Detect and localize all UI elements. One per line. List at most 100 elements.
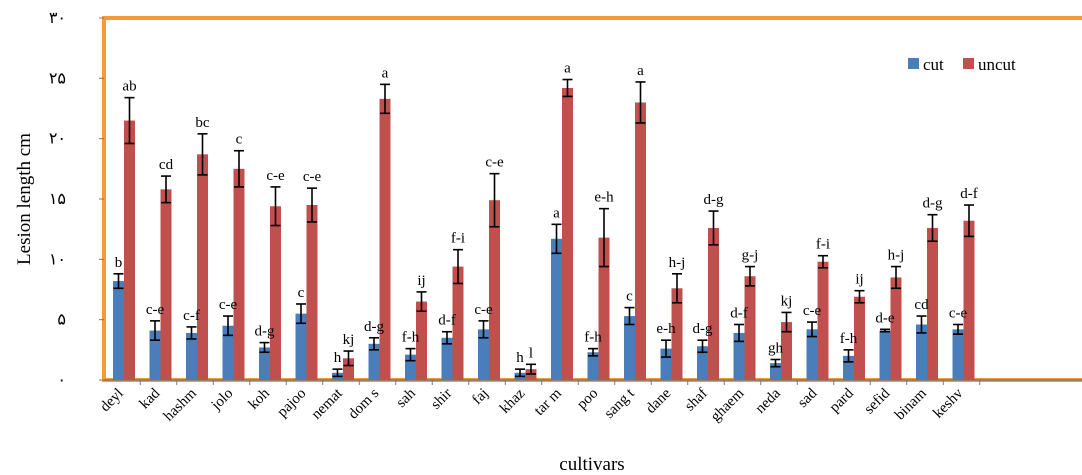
error-bars <box>113 78 974 378</box>
bar-uncut-dane <box>671 288 683 380</box>
bar-uncut-pajoo <box>306 205 318 380</box>
bar-uncut-binam <box>927 227 938 380</box>
significance-label: e-h <box>594 190 614 206</box>
significance-label: c-e <box>303 169 322 185</box>
category-label: pajoo <box>274 386 309 421</box>
significance-label: f-i <box>451 231 465 247</box>
significance-label: d-g <box>923 196 943 212</box>
category-label: koh <box>246 385 274 413</box>
category-label: poo <box>574 386 601 413</box>
bar-cut-poo <box>587 352 599 380</box>
bar-cut-koh <box>259 347 270 380</box>
bar-cut-sah <box>405 354 416 380</box>
legend-label-cut: cut <box>923 55 944 74</box>
plot-area <box>102 16 1082 382</box>
significance-label: c-f <box>183 308 200 324</box>
significance-label: h <box>516 350 524 366</box>
y-tick-label: ٠ <box>57 372 66 389</box>
significance-label: h-j <box>888 248 905 264</box>
category-label: jolo <box>208 386 237 415</box>
significance-label: a <box>382 65 389 81</box>
legend-label-uncut: uncut <box>978 55 1016 74</box>
category-label: sad <box>795 385 821 411</box>
category-label: hashm <box>161 385 200 424</box>
bar-cut-deyl <box>113 281 124 380</box>
significance-label: c <box>298 285 305 301</box>
category-label: shaf <box>682 386 711 415</box>
x-axis <box>139 380 981 385</box>
significance-label: c <box>236 132 243 148</box>
significance-label: c-e <box>485 155 504 171</box>
y-axis-title: Lesion length cm <box>14 133 35 265</box>
significance-label: g-j <box>742 248 759 264</box>
bar-uncut-deyl <box>124 120 135 381</box>
significance-label: h-j <box>669 255 686 271</box>
significance-label: a <box>637 63 644 79</box>
significance-labels: babc-ecdc-fbcc-ecd-gc-ecc-ehkjd-gaf-hijd… <box>115 61 978 367</box>
bar-uncut-sefid <box>890 277 902 380</box>
category-label: tar m <box>531 385 565 419</box>
significance-label: ij <box>855 272 863 288</box>
bar-cut-dane <box>660 348 672 380</box>
significance-label: d-g <box>693 321 713 337</box>
significance-label: b <box>115 255 123 271</box>
bar-uncut-jolo <box>233 168 245 380</box>
significance-label: d-e <box>875 310 894 326</box>
significance-label: a <box>553 205 560 221</box>
legend-swatch-uncut <box>963 58 974 69</box>
category-label: deyl <box>97 386 127 416</box>
category-label: faj <box>469 386 492 409</box>
bar-uncut-nemat <box>343 358 354 380</box>
bar-uncut-poo <box>598 237 610 380</box>
bar-cut-binam <box>916 324 927 380</box>
y-tick-label: ۵ <box>57 312 66 329</box>
bar-cut-dom-s <box>368 343 380 380</box>
significance-label: c-e <box>474 302 493 318</box>
significance-label: f-i <box>816 237 830 253</box>
bar-cut-sad <box>806 329 818 380</box>
bar-cut-neda <box>770 363 781 380</box>
significance-label: d-g <box>364 319 384 335</box>
bar-uncut-sah <box>416 301 427 380</box>
category-label: sang t <box>601 385 638 422</box>
significance-label: a <box>564 61 571 77</box>
category-label: sefid <box>861 385 893 417</box>
significance-label: f-h <box>840 331 858 347</box>
bar-uncut-ghaem <box>744 276 756 380</box>
significance-label: d-f <box>438 313 456 329</box>
bars <box>113 87 975 381</box>
significance-label: bc <box>195 115 210 131</box>
y-tick-label: ٢٠ <box>49 131 66 148</box>
significance-label: e-h <box>656 321 676 337</box>
significance-label: gh <box>768 340 784 356</box>
significance-label: c-e <box>266 168 285 184</box>
bar-cut-tar-m <box>551 238 562 380</box>
category-label: binam <box>892 385 930 423</box>
significance-label: c-e <box>803 303 822 319</box>
significance-label: c-e <box>949 305 968 321</box>
bar-cut-keshv <box>952 329 964 380</box>
bar-cut-pajoo <box>295 313 307 380</box>
category-label: pard <box>827 385 858 416</box>
bar-uncut-sad <box>817 261 829 380</box>
y-tick-label: ٣٠ <box>49 10 66 27</box>
bar-uncut-keshv <box>963 220 975 380</box>
significance-label: d-f <box>960 186 978 202</box>
bar-uncut-faj <box>489 200 500 380</box>
bar-uncut-pard <box>854 296 865 380</box>
category-label: ghaem <box>708 385 748 425</box>
bar-cut-hashm <box>186 332 197 380</box>
category-label: neda <box>752 385 784 417</box>
bar-uncut-shir <box>452 266 464 380</box>
category-label: dom s <box>345 385 382 422</box>
bar-uncut-tar-m <box>562 87 573 380</box>
bar-uncut-kad <box>160 189 172 380</box>
bar-uncut-koh <box>270 206 281 380</box>
significance-label: f-h <box>402 330 420 346</box>
legend: cut uncut <box>908 55 1016 74</box>
significance-label: c-e <box>219 297 238 313</box>
category-label: sah <box>393 385 419 411</box>
bar-cut-faj <box>478 329 489 380</box>
